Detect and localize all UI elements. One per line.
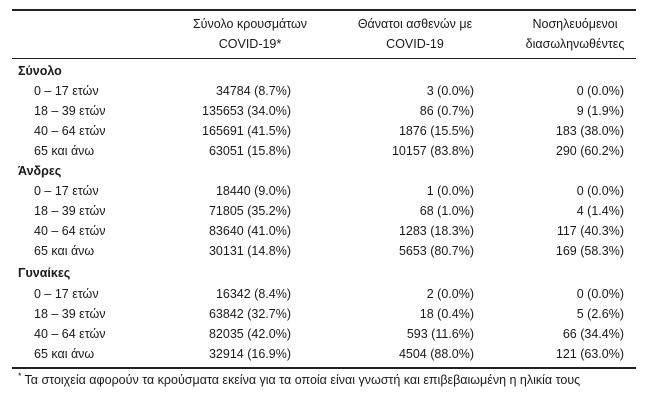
deaths-value: 2 (0.0%) bbox=[426, 287, 474, 301]
footnote-marker: * bbox=[18, 371, 22, 381]
cases-value: 34784 (8.7%) bbox=[215, 84, 291, 98]
header-deaths: Θάνατοι ασθενών με COVID-19 bbox=[330, 14, 500, 54]
table-row: 40 – 64 ετών 83640 (41.0%) 1283 (18.3%) … bbox=[0, 221, 650, 241]
group-heading-row: Σύνολο bbox=[0, 61, 650, 81]
intubated-value: 0 (0.0%) bbox=[576, 287, 624, 301]
table-row: 18 – 39 ετών 63842 (32.7%) 18 (0.4%) 5 (… bbox=[0, 304, 650, 324]
age-label: 18 – 39 ετών bbox=[34, 204, 106, 218]
age-label: 0 – 17 ετών bbox=[34, 184, 99, 198]
deaths-value: 4504 (88.0%) bbox=[398, 347, 474, 361]
age-label: 0 – 17 ετών bbox=[34, 287, 99, 301]
header-total-cases-line2: COVID-19* bbox=[218, 37, 282, 51]
cases-value: 83640 (41.0%) bbox=[208, 224, 291, 238]
cases-value: 32914 (16.9%) bbox=[208, 347, 291, 361]
deaths-value: 1876 (15.5%) bbox=[398, 124, 474, 138]
age-label: 65 και άνω bbox=[34, 144, 95, 158]
age-label: 65 και άνω bbox=[34, 244, 95, 258]
intubated-value: 4 (1.4%) bbox=[576, 204, 624, 218]
intubated-value: 121 (63.0%) bbox=[555, 347, 624, 361]
header-intubated-line2: διασωληνωθέντες bbox=[525, 37, 625, 51]
intubated-value: 0 (0.0%) bbox=[576, 184, 624, 198]
deaths-value: 3 (0.0%) bbox=[426, 84, 474, 98]
group-heading-row: Γυναίκες bbox=[0, 263, 650, 283]
table-row: 0 – 17 ετών 16342 (8.4%) 2 (0.0%) 0 (0.0… bbox=[0, 284, 650, 304]
cases-value: 135653 (34.0%) bbox=[202, 104, 291, 118]
table-bottom-rule bbox=[12, 367, 636, 369]
intubated-value: 9 (1.9%) bbox=[576, 104, 624, 118]
cases-value: 63842 (32.7%) bbox=[208, 307, 291, 321]
age-label: 0 – 17 ετών bbox=[34, 84, 99, 98]
group-heading: Σύνολο bbox=[18, 64, 62, 78]
table-row: 40 – 64 ετών 165691 (41.5%) 1876 (15.5%)… bbox=[0, 121, 650, 141]
table-row: 18 – 39 ετών 135653 (34.0%) 86 (0.7%) 9 … bbox=[0, 101, 650, 121]
table-row: 0 – 17 ετών 18440 (9.0%) 1 (0.0%) 0 (0.0… bbox=[0, 181, 650, 201]
cases-value: 63051 (15.8%) bbox=[208, 144, 291, 158]
cases-value: 165691 (41.5%) bbox=[202, 124, 291, 138]
deaths-value: 86 (0.7%) bbox=[419, 104, 474, 118]
intubated-value: 169 (58.3%) bbox=[555, 244, 624, 258]
deaths-value: 68 (1.0%) bbox=[419, 204, 474, 218]
cases-value: 30131 (14.8%) bbox=[208, 244, 291, 258]
intubated-value: 117 (40.3%) bbox=[556, 224, 624, 238]
group-heading: Άνδρες bbox=[18, 164, 62, 178]
table-row: 0 – 17 ετών 34784 (8.7%) 3 (0.0%) 0 (0.0… bbox=[0, 81, 650, 101]
deaths-value: 10157 (83.8%) bbox=[391, 144, 474, 158]
header-intubated-line1: Νοσηλευόμενοι bbox=[532, 17, 618, 31]
header-intubated: Νοσηλευόμενοι διασωληνωθέντες bbox=[510, 14, 640, 54]
intubated-value: 0 (0.0%) bbox=[576, 84, 624, 98]
header-total-cases: Σύνολο κρουσμάτων COVID-19* bbox=[175, 14, 325, 54]
deaths-value: 5653 (80.7%) bbox=[398, 244, 474, 258]
age-label: 65 και άνω bbox=[34, 347, 95, 361]
table-row: 65 και άνω 63051 (15.8%) 10157 (83.8%) 2… bbox=[0, 141, 650, 161]
group-heading: Γυναίκες bbox=[18, 266, 71, 280]
header-deaths-line2: COVID-19 bbox=[386, 37, 444, 51]
deaths-value: 18 (0.4%) bbox=[419, 307, 474, 321]
table-header-rule bbox=[12, 58, 636, 59]
age-label: 18 – 39 ετών bbox=[34, 104, 106, 118]
cases-value: 18440 (9.0%) bbox=[215, 184, 291, 198]
intubated-value: 66 (34.4%) bbox=[562, 327, 624, 341]
age-label: 18 – 39 ετών bbox=[34, 307, 106, 321]
age-label: 40 – 64 ετών bbox=[34, 224, 106, 238]
table-row: 40 – 64 ετών 82035 (42.0%) 593 (11.6%) 6… bbox=[0, 324, 650, 344]
deaths-value: 593 (11.6%) bbox=[406, 327, 474, 341]
intubated-value: 183 (38.0%) bbox=[555, 124, 624, 138]
cases-value: 16342 (8.4%) bbox=[215, 287, 291, 301]
deaths-value: 1 (0.0%) bbox=[426, 184, 474, 198]
header-total-cases-line1: Σύνολο κρουσμάτων bbox=[192, 17, 308, 31]
cases-value: 71805 (35.2%) bbox=[208, 204, 291, 218]
table-row: 18 – 39 ετών 71805 (35.2%) 68 (1.0%) 4 (… bbox=[0, 201, 650, 221]
age-label: 40 – 64 ετών bbox=[34, 124, 106, 138]
header-deaths-line1: Θάνατοι ασθενών με bbox=[357, 17, 473, 31]
table-top-rule bbox=[12, 9, 636, 11]
footnote: * Τα στοιχεία αφορούν τα κρούσματα εκείνα… bbox=[18, 371, 580, 387]
cases-value: 82035 (42.0%) bbox=[208, 327, 291, 341]
intubated-value: 5 (2.6%) bbox=[576, 307, 624, 321]
footnote-text: Τα στοιχεία αφορούν τα κρούσματα εκείνα … bbox=[24, 373, 581, 387]
age-label: 40 – 64 ετών bbox=[34, 327, 106, 341]
table-row: 65 και άνω 32914 (16.9%) 4504 (88.0%) 12… bbox=[0, 344, 650, 364]
deaths-value: 1283 (18.3%) bbox=[398, 224, 474, 238]
intubated-value: 290 (60.2%) bbox=[555, 144, 624, 158]
table-row: 65 και άνω 30131 (14.8%) 5653 (80.7%) 16… bbox=[0, 241, 650, 261]
group-heading-row: Άνδρες bbox=[0, 161, 650, 181]
